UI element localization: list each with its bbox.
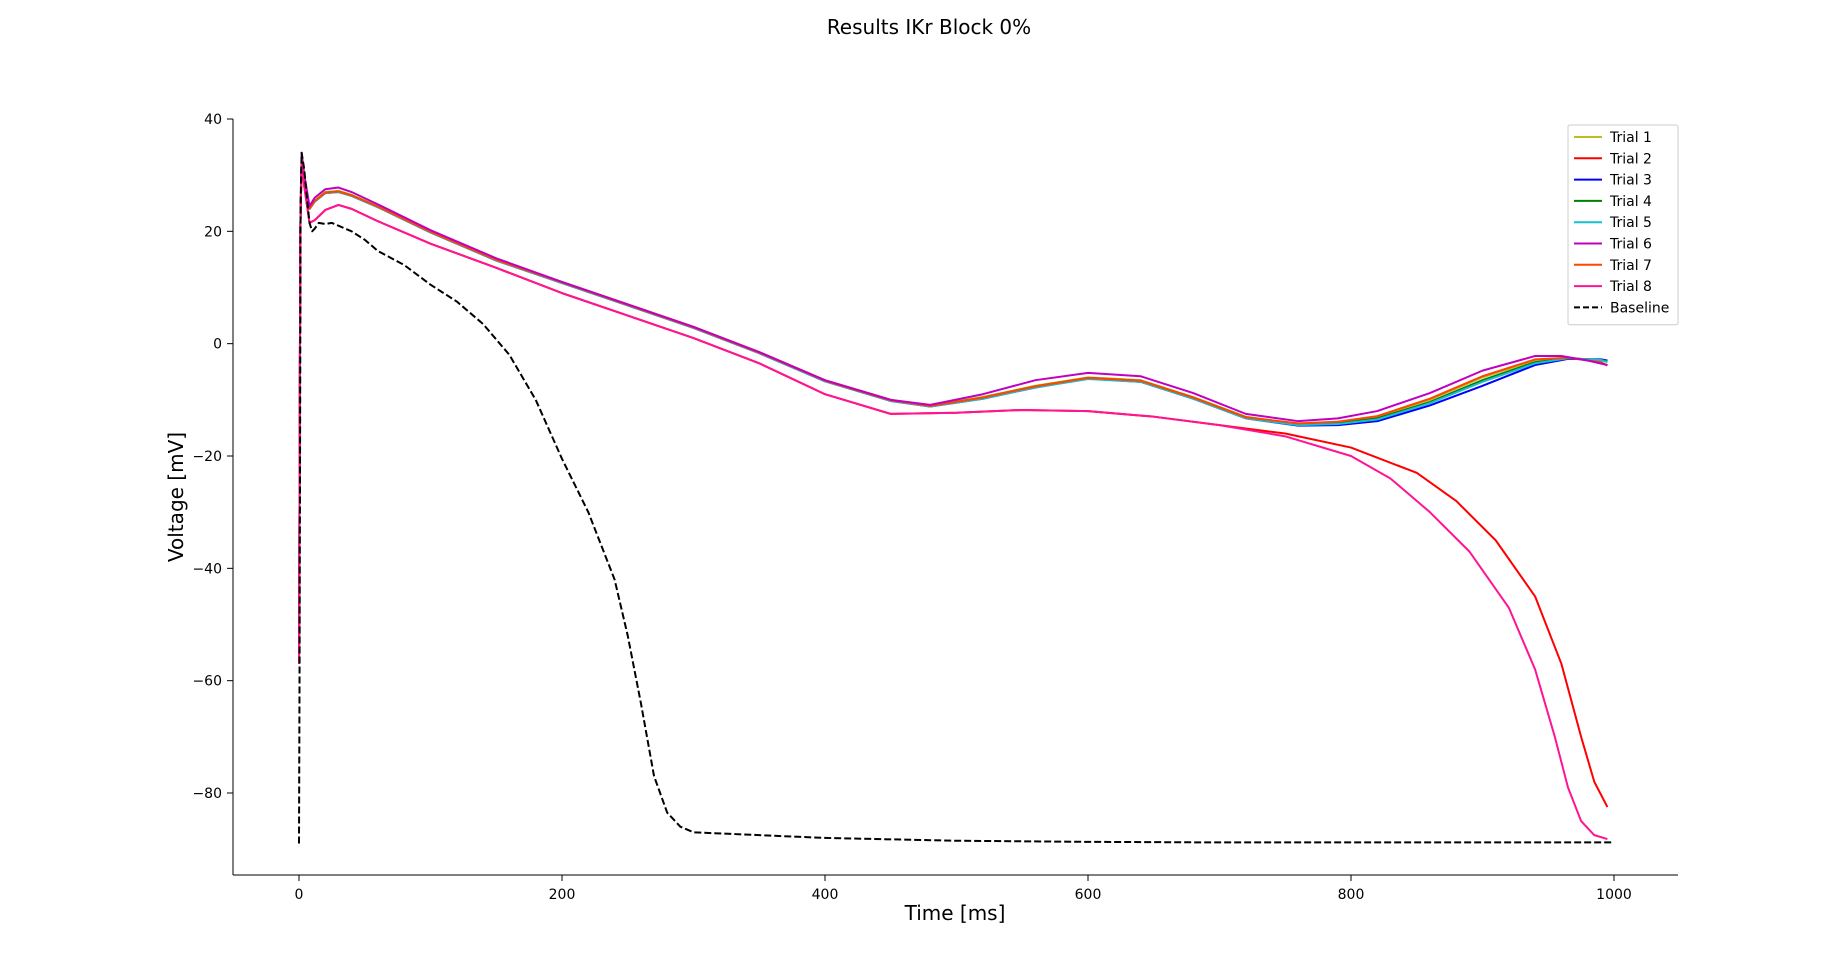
series-line-trial-8 — [298, 157, 1608, 841]
legend-label: Trial 3 — [1609, 173, 1652, 189]
legend-label: Trial 8 — [1609, 279, 1652, 295]
legend-label: Trial 7 — [1609, 258, 1652, 274]
x-tick-label: 800 — [1338, 887, 1365, 903]
y-tick-label: −20 — [192, 449, 222, 465]
legend-label: Trial 2 — [1609, 151, 1652, 167]
x-tick-label: 200 — [549, 887, 576, 903]
legend-label: Trial 6 — [1609, 237, 1652, 253]
y-tick-label: 0 — [213, 337, 222, 353]
series-line-trial-3 — [298, 157, 1608, 664]
legend: Trial 1 Trial 2 Trial 3 Trial 4 Trial 5 Trial… — [1567, 124, 1679, 326]
series-line-baseline — [298, 151, 1614, 844]
y-tick-label: 20 — [204, 224, 222, 240]
x-tick-label: 600 — [1075, 887, 1102, 903]
x-tick-label: 400 — [812, 887, 839, 903]
legend-label: Baseline — [1610, 300, 1669, 316]
x-axis-label: Time [ms] — [904, 901, 1006, 925]
y-tick-label: −60 — [192, 674, 222, 690]
y-axis-label: Voltage [mV] — [164, 432, 188, 562]
x-tick-label: 1000 — [1596, 887, 1632, 903]
y-tick-label: −80 — [192, 786, 222, 802]
series-line-trial-6 — [298, 151, 1608, 664]
legend-box — [1567, 124, 1679, 326]
legend-label: Trial 4 — [1609, 194, 1652, 210]
y-tick-label: 40 — [204, 112, 222, 128]
legend-label: Trial 5 — [1609, 215, 1652, 231]
chart-title: Results IKr Block 0% — [827, 15, 1031, 39]
y-tick-label: −40 — [192, 561, 222, 577]
x-tick-label: 0 — [295, 887, 304, 903]
legend-label: Trial 1 — [1609, 130, 1652, 146]
series-line-trial-2 — [298, 157, 1609, 808]
